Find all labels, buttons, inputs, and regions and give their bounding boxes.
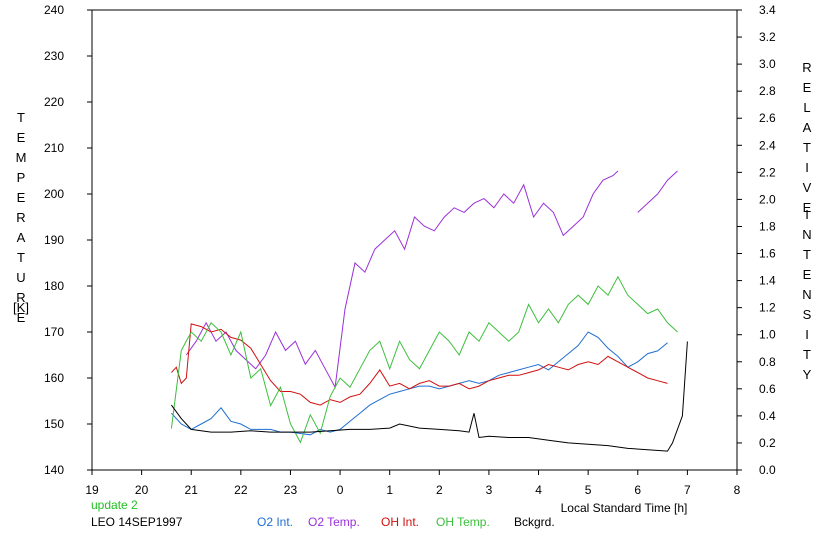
y-axis-right: 0.0 0.2 0.4 0.6 0.8 1.0 1.2 1.4 1.6 1.8 2.0 2.2 2.4 2… [737,3,776,477]
axis-label-letter: R [16,210,26,225]
x-axis: 19 20 21 22 23 0 1 2 3 4 5 6 7 8 [85,470,741,497]
axis-label-letter: V [802,180,812,195]
y-tick-label: 150 [44,417,64,431]
y-tick-label: 160 [44,371,64,385]
axis-label-letter: T [17,110,25,125]
axis-label-letter: E [16,190,26,205]
axis-label-letter: P [16,170,26,185]
x-tick-label: 3 [486,483,493,497]
axis-label-letter: E [802,80,812,95]
y2-tick-label: 2.2 [759,165,776,179]
y-tick-label: 240 [44,3,64,17]
y2-tick-label: 3.2 [759,30,776,44]
y2-tick-label: 1.8 [759,219,776,233]
y2-tick-label: 0.8 [759,355,776,369]
y2-tick-label: 1.2 [759,301,776,315]
y2-tick-label: 0.2 [759,436,776,450]
legend-oh-int: OH Int. [381,515,420,529]
axis-label-letter: E [802,267,812,282]
axis-label-letter: U [16,270,26,285]
y2-tick-label: 3.4 [759,3,776,17]
update-label: update 2 [91,498,138,512]
axis-label-letter: E [16,130,26,145]
y2-tick-label: 0.0 [759,463,776,477]
series-group [170,170,688,452]
axis-label-letter: N [802,227,812,242]
y-axis-unit: [K] [13,300,29,315]
y2-tick-label: 2.6 [759,111,776,125]
x-tick-label: 21 [185,483,199,497]
axis-label-letter: S [802,307,812,322]
axis-label-letter: R [802,60,812,75]
axis-label-letter: E [16,310,26,325]
x-tick-label: 23 [284,483,298,497]
series-line-o2-int [171,331,668,436]
legend-bckgrd: Bckgrd. [514,515,555,529]
axis-label-letter: I [805,327,809,342]
y-tick-label: 170 [44,325,64,339]
x-tick-label: 7 [684,483,691,497]
y-tick-label: 220 [44,95,64,109]
series-line-bckgrd [170,341,688,452]
axis-label-letter: L [803,100,811,115]
y2-tick-label: 0.6 [759,382,776,396]
axis-label-letter: A [16,230,26,245]
axis-label-letter: I [805,207,809,222]
axis-label-letter: E [802,200,812,215]
y-tick-label: 230 [44,49,64,63]
y-axis-left: 140 150 160 170 180 190 200 210 220 230 240 [44,3,92,477]
x-tick-label: 1 [386,483,393,497]
y-tick-label: 200 [44,187,64,201]
axis-label-letter: N [802,287,812,302]
axis-label-letter: Y [802,367,812,382]
series-line-oh-temp [170,275,678,444]
y2-tick-label: 1.4 [759,274,776,288]
legend-o2-temp: O2 Temp. [308,515,360,529]
axis-label-letter: T [803,347,811,362]
axis-label-letter: A [802,120,812,135]
x-axis-label: Local Standard Time [h] [561,501,688,515]
axis-label-letter: R [16,290,26,305]
y-tick-label: 190 [44,233,64,247]
axis-label-letter: T [803,140,811,155]
y2-tick-label: 0.4 [759,409,776,423]
y-tick-label: 210 [44,141,64,155]
y2-tick-label: 1.6 [759,247,776,261]
y-tick-label: 180 [44,279,64,293]
x-tick-label: 8 [734,483,741,497]
y2-tick-label: 2.8 [759,84,776,98]
y2-tick-label: 3.0 [759,57,776,71]
axis-label-letter: M [15,150,27,165]
x-tick-label: 22 [234,483,248,497]
axis-label-letter: I [805,160,809,175]
x-tick-label: 6 [634,483,641,497]
station-label: LEO 14SEP1997 [91,515,183,529]
y-tick-label: 140 [44,463,64,477]
legend-o2-int: O2 Int. [257,515,294,529]
x-tick-label: 19 [85,483,99,497]
axis-label-letter: T [803,247,811,262]
x-tick-label: 4 [535,483,542,497]
x-tick-label: 5 [585,483,592,497]
legend-oh-temp: OH Temp. [436,515,490,529]
axis-label-letter: T [17,250,25,265]
y2-tick-label: 1.0 [759,328,776,342]
y2-tick-label: 2.0 [759,192,776,206]
x-tick-label: 20 [135,483,149,497]
series-line-o2-temp [185,170,678,389]
x-tick-label: 0 [337,483,344,497]
plot-frame [91,9,738,471]
series-line-oh-int [171,323,668,406]
y2-tick-label: 2.4 [759,138,776,152]
x-tick-label: 2 [436,483,443,497]
